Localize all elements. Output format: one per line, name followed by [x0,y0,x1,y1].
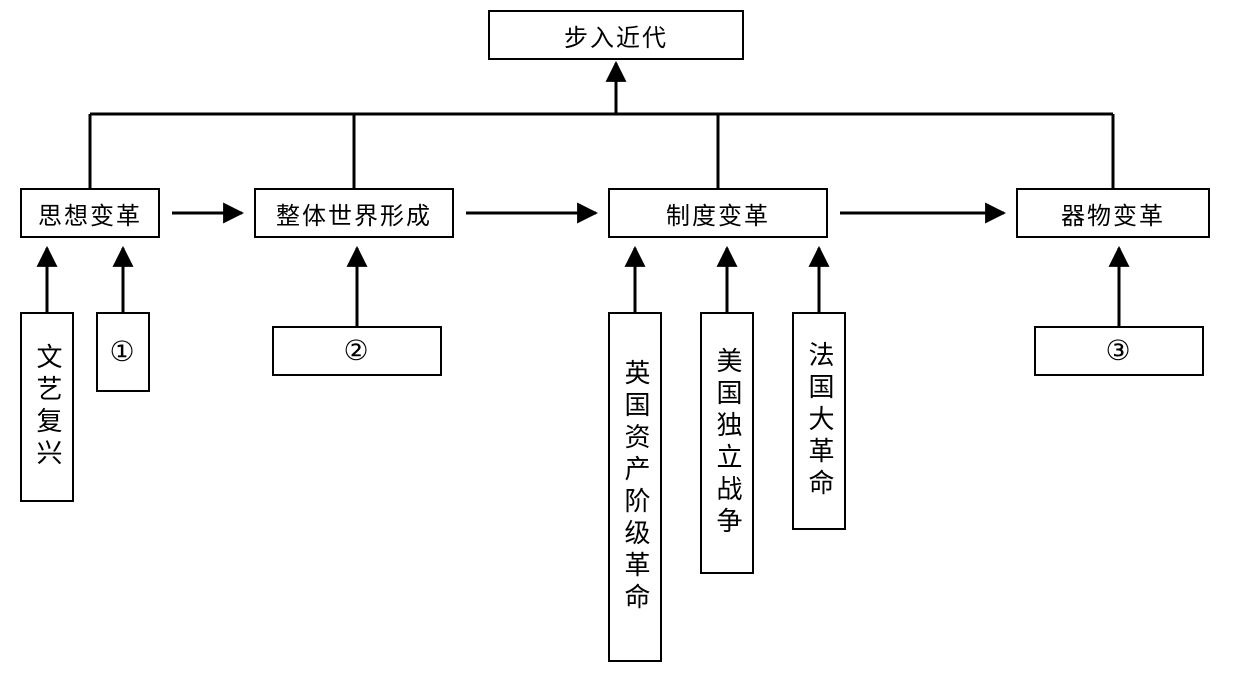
node-cat1: 思想变革 [20,188,160,238]
node-leaf3: ③ [1034,326,1204,376]
node-cat3: 制度变革 [608,188,828,238]
node-leaf2: ② [272,326,442,376]
node-leaf2-label: ② [343,334,370,368]
node-leaf3b: 美国独立战争 [700,312,754,574]
node-leaf1a: 文艺复兴 [20,312,74,502]
node-leaf1a-label: 文艺复兴 [34,343,60,471]
node-cat1-label: 思想变革 [38,196,142,231]
node-root-label: 步入近代 [564,18,668,53]
node-cat2: 整体世界形成 [254,188,454,238]
node-leaf3b-label: 美国独立战争 [714,347,740,539]
node-cat2-label: 整体世界形成 [276,196,432,231]
node-leaf3a: 英国资产阶级革命 [608,312,662,662]
node-leaf3c: 法国大革命 [792,312,846,530]
node-leaf1b: ① [96,312,150,392]
node-cat4: 器物变革 [1016,188,1210,238]
node-root: 步入近代 [488,10,744,60]
diagram-canvas: 步入近代 思想变革 整体世界形成 制度变革 器物变革 文艺复兴 ① ② 英国资产… [0,0,1236,676]
node-leaf3c-label: 法国大革命 [806,341,832,501]
node-leaf3-label: ③ [1105,334,1132,368]
node-cat4-label: 器物变革 [1061,196,1165,231]
node-leaf1b-label: ① [109,335,136,369]
node-cat3-label: 制度变革 [666,196,770,231]
node-leaf3a-label: 英国资产阶级革命 [622,359,648,615]
